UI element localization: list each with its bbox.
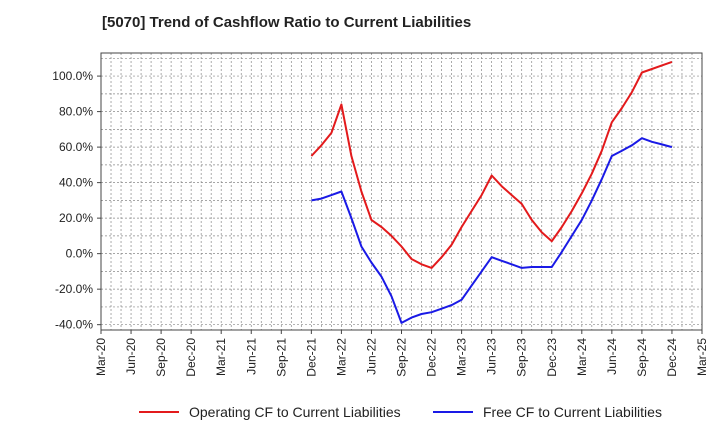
x-tick-label: Jun-23 [485, 338, 499, 375]
legend-swatch-free-cf [433, 411, 473, 413]
legend-label-operating-cf: Operating CF to Current Liabilities [189, 404, 401, 420]
chart-legend: Operating CF to Current Liabilities Free… [0, 404, 720, 426]
label-layer: 100.0% 80.0% 60.0% 40.0% 20.0% 0.0% -20.0% -40.… [52, 69, 709, 377]
x-tick-label: Jun-21 [244, 338, 258, 375]
grid-layer [100, 53, 703, 330]
x-tick-label: Sep-22 [395, 338, 409, 377]
x-tick-label: Jun-20 [124, 338, 138, 375]
y-tick-label: 100.0% [52, 69, 93, 83]
x-tick-label: Sep-23 [515, 338, 529, 377]
x-tick-label: Dec-21 [304, 338, 318, 377]
y-tick-label: 20.0% [59, 211, 93, 225]
x-tick-label: Sep-21 [274, 338, 288, 377]
x-tick-label: Sep-24 [635, 338, 649, 377]
x-tick-label: Mar-20 [94, 338, 108, 376]
x-tick-label: Mar-25 [695, 338, 709, 376]
y-tick-label: 60.0% [59, 140, 93, 154]
legend-item-operating-cf: Operating CF to Current Liabilities [139, 404, 401, 420]
y-tick-label: 0.0% [66, 247, 94, 261]
series-line-free-cf [311, 137, 673, 324]
series-line-operating-cf [310, 60, 673, 269]
x-tick-label: Dec-24 [665, 338, 679, 377]
legend-item-free-cf: Free CF to Current Liabilities [433, 404, 662, 420]
axis-layer [97, 52, 703, 334]
y-tick-label: 80.0% [59, 105, 93, 119]
x-tick-label: Mar-23 [455, 338, 469, 376]
series-layer [310, 60, 673, 324]
x-tick-label: Dec-23 [545, 338, 559, 377]
legend-label-free-cf: Free CF to Current Liabilities [483, 404, 662, 420]
legend-swatch-operating-cf [139, 411, 179, 413]
x-tick-label: Jun-24 [605, 338, 619, 375]
x-tick-label: Dec-20 [184, 338, 198, 377]
chart-title: [5070] Trend of Cashflow Ratio to Curren… [102, 14, 472, 31]
x-tick-label: Mar-21 [214, 338, 228, 376]
y-tick-label: -20.0% [55, 282, 93, 296]
x-tick-label: Dec-22 [425, 338, 439, 377]
y-tick-label: 40.0% [59, 176, 93, 190]
x-tick-label: Jun-22 [364, 338, 378, 375]
x-tick-label: Sep-20 [154, 338, 168, 377]
x-tick-label: Mar-22 [334, 338, 348, 376]
x-tick-label: Mar-24 [575, 338, 589, 376]
y-tick-label: -40.0% [55, 318, 93, 332]
